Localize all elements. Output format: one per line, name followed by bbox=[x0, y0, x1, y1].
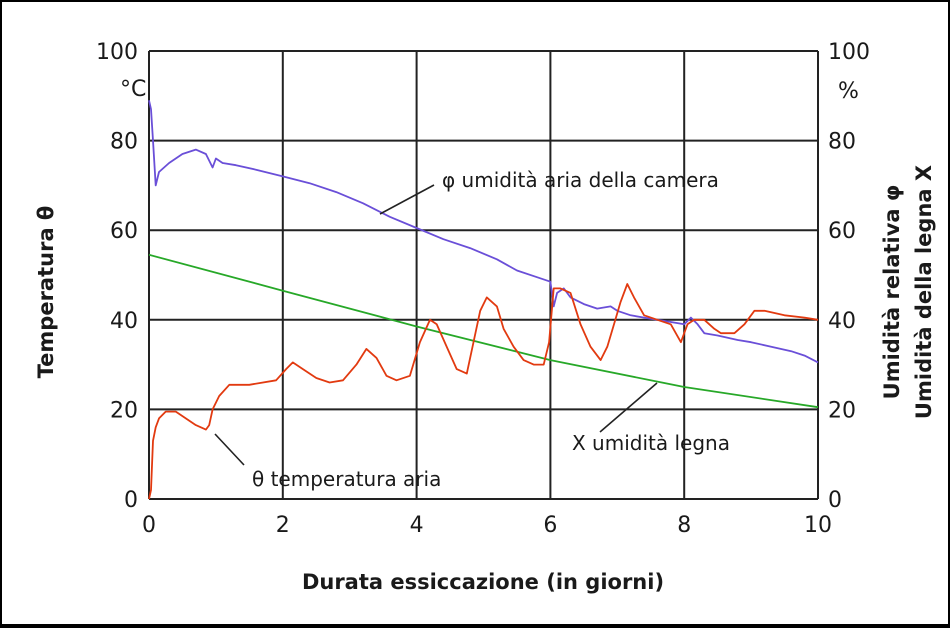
series-line-theta bbox=[148, 283, 819, 500]
unit-left: °C bbox=[120, 77, 146, 102]
annotation-theta: θ temperatura aria bbox=[252, 467, 441, 491]
x-axis-title: Durata essiccazione (in giorni) bbox=[302, 570, 664, 594]
leader-theta bbox=[214, 433, 245, 466]
y-left-tick-label: 0 bbox=[124, 488, 138, 513]
series-group bbox=[148, 100, 819, 500]
y-right-tick-label: 100 bbox=[828, 40, 870, 65]
x-tick-label: 6 bbox=[543, 513, 557, 538]
y-right-tick-label: 40 bbox=[828, 309, 856, 334]
y-left-tick-label: 40 bbox=[110, 309, 138, 334]
series-line-phi bbox=[148, 100, 819, 364]
x-tick-label: 2 bbox=[276, 513, 290, 538]
leader-phi bbox=[379, 184, 435, 215]
annotation-leaders bbox=[214, 184, 658, 466]
y-right-axis-title-1: Umidità relativa φ bbox=[880, 185, 904, 400]
y-left-tick-label: 60 bbox=[110, 219, 138, 244]
x-tick-label: 4 bbox=[410, 513, 424, 538]
y-left-tick-label: 80 bbox=[110, 130, 138, 155]
leader-x bbox=[599, 382, 658, 433]
y-right-tick-label: 20 bbox=[828, 398, 856, 423]
x-tick-label: 8 bbox=[677, 513, 691, 538]
grid bbox=[148, 50, 819, 500]
x-tick-label: 10 bbox=[804, 513, 832, 538]
y-right-tick-label: 0 bbox=[828, 488, 842, 513]
y-left-tick-label: 100 bbox=[96, 40, 138, 65]
unit-right: % bbox=[838, 79, 859, 104]
y-right-tick-label: 60 bbox=[828, 219, 856, 244]
y-left-tick-label: 20 bbox=[110, 398, 138, 423]
y-right-axis-title-2: Umidità della legna X bbox=[912, 165, 936, 419]
y-left-axis-title: Temperatura θ bbox=[34, 206, 58, 379]
y-right-tick-label: 80 bbox=[828, 130, 856, 155]
annotation-phi: φ umidità aria della camera bbox=[442, 168, 719, 192]
x-tick-label: 0 bbox=[142, 513, 156, 538]
y-left-tick-labels: 0 20 40 60 80 100 bbox=[96, 40, 138, 513]
x-tick-labels: 0 2 4 6 8 10 bbox=[142, 513, 832, 538]
annotation-x: X umidità legna bbox=[572, 431, 730, 455]
series-line-X bbox=[148, 253, 819, 409]
y-right-tick-labels: 0 20 40 60 80 100 bbox=[828, 40, 870, 513]
